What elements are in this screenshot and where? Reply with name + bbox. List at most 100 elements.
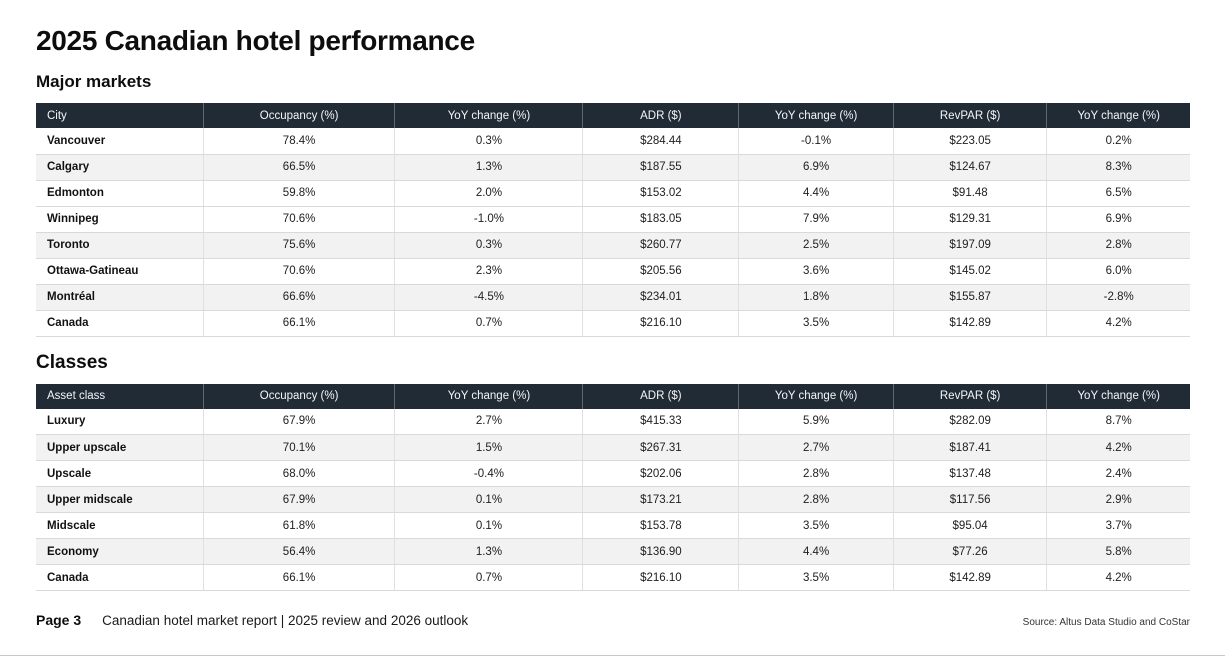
value-cell: 75.6% [202,232,395,259]
row-label-cell: Montréal [36,284,204,311]
value-cell: 0.3% [394,232,583,259]
column-header: Asset class [36,383,204,409]
value-cell: 61.8% [202,512,395,539]
value-cell: 4.2% [1046,310,1190,337]
value-cell: $142.89 [892,310,1047,337]
value-cell: $142.89 [892,564,1047,591]
table-row: Canada 66.1% 0.7% $216.10 3.5% $142.89 4.2% [36,564,1190,591]
value-cell: 6.9% [738,154,894,181]
value-cell: -2.8% [1046,284,1190,311]
row-label-cell: Economy [36,538,204,565]
value-cell: 5.8% [1046,538,1190,565]
value-cell: 66.1% [202,310,395,337]
value-cell: 1.5% [394,434,583,461]
row-label-cell: Ottawa-Gatineau [36,258,204,285]
value-cell: $216.10 [582,310,739,337]
column-header: YoY change (%) [738,383,894,409]
value-cell: 4.4% [738,180,894,207]
column-header: ADR ($) [582,103,739,128]
value-cell: $284.44 [582,128,739,155]
value-cell: $136.90 [582,538,739,565]
value-cell: 1.8% [738,284,894,311]
value-cell: 6.9% [1046,206,1190,233]
value-cell: $137.48 [892,460,1047,487]
value-cell: -0.4% [394,460,583,487]
value-cell: $153.78 [582,512,739,539]
page-number: Page 3 [36,612,82,628]
row-label-cell: Toronto [36,232,204,259]
value-cell: 56.4% [202,538,395,565]
value-cell: 7.9% [738,206,894,233]
value-cell: $173.21 [582,486,739,513]
table-row: Montréal 66.6% -4.5% $234.01 1.8% $155.87 -2.8… [36,284,1190,311]
table-row: Upper midscale 67.9% 0.1% $173.21 2.8% $117.5… [36,486,1190,513]
table-row: Winnipeg 70.6% -1.0% $183.05 7.9% $129.31 6.9% [36,206,1190,233]
table-row: Calgary 66.5% 1.3% $187.55 6.9% $124.67 8.3% [36,154,1190,181]
column-header: ADR ($) [582,383,739,409]
value-cell: 3.5% [738,564,894,591]
table-row: Ottawa-Gatineau 70.6% 2.3% $205.56 3.6% $145.… [36,258,1190,285]
value-cell: 8.3% [1046,154,1190,181]
value-cell: $197.09 [892,232,1047,259]
value-cell: 6.0% [1046,258,1190,285]
value-cell: $124.67 [892,154,1047,181]
table-header-row: Asset class Occupancy (%) YoY change (%) AD… [36,383,1190,409]
value-cell: 0.1% [394,512,583,539]
value-cell: 3.5% [738,512,894,539]
value-cell: -0.1% [738,128,894,155]
value-cell: 8.7% [1046,408,1190,435]
value-cell: 2.4% [1046,460,1190,487]
table-row: Upper upscale 70.1% 1.5% $267.31 2.7% $187.41… [36,434,1190,461]
value-cell: 3.5% [738,310,894,337]
value-cell: 2.8% [738,460,894,487]
section-title-major-markets: Major markets [36,72,152,91]
value-cell: 4.4% [738,538,894,565]
value-cell: 66.6% [202,284,395,311]
row-label-cell: Upper upscale [36,434,204,461]
table-row: Canada 66.1% 0.7% $216.10 3.5% $142.89 4.2% [36,310,1190,337]
value-cell: 70.6% [202,206,395,233]
value-cell: 1.3% [394,154,583,181]
value-cell: 0.3% [394,128,583,155]
section-title-classes: Classes [36,351,108,373]
value-cell: -4.5% [394,284,583,311]
value-cell: -1.0% [394,206,583,233]
table-row: Upscale 68.0% -0.4% $202.06 2.8% $137.48 2.4% [36,460,1190,487]
value-cell: 3.6% [738,258,894,285]
column-header: Occupancy (%) [202,103,395,128]
value-cell: $234.01 [582,284,739,311]
value-cell: 0.7% [394,564,583,591]
column-header: YoY change (%) [394,103,583,128]
row-label-cell: Canada [36,310,204,337]
value-cell: $145.02 [892,258,1047,285]
row-label-cell: Canada [36,564,204,591]
footer-report-title: Canadian hotel market report | 2025 revi… [102,613,469,628]
value-cell: 2.5% [738,232,894,259]
value-cell: $187.55 [582,154,739,181]
table-row: Economy 56.4% 1.3% $136.90 4.4% $77.26 5.8% [36,538,1190,565]
page-footer: Page 3 Canadian hotel market report | 20… [36,612,1190,628]
table-row: Edmonton 59.8% 2.0% $153.02 4.4% $91.48 6.5% [36,180,1190,207]
value-cell: $153.02 [582,180,739,207]
column-header: YoY change (%) [1046,383,1190,409]
value-cell: 2.0% [394,180,583,207]
value-cell: 2.9% [1046,486,1190,513]
footer-source: Source: Altus Data Studio and CoStar [1022,617,1190,628]
column-header: YoY change (%) [394,383,583,409]
bottom-divider [0,655,1225,656]
value-cell: $202.06 [582,460,739,487]
value-cell: $282.09 [892,408,1047,435]
table-header-row: City Occupancy (%) YoY change (%) ADR ($) Yo… [36,103,1190,128]
value-cell: $260.77 [582,232,739,259]
value-cell: 0.7% [394,310,583,337]
row-label-cell: Midscale [36,512,204,539]
value-cell: 1.3% [394,538,583,565]
value-cell: 0.2% [1046,128,1190,155]
value-cell: $129.31 [892,206,1047,233]
row-label-cell: Vancouver [36,128,204,155]
value-cell: 66.5% [202,154,395,181]
column-header: City [36,103,204,128]
major-markets-table: City Occupancy (%) YoY change (%) ADR ($) Yo… [36,103,1190,337]
value-cell: 70.6% [202,258,395,285]
